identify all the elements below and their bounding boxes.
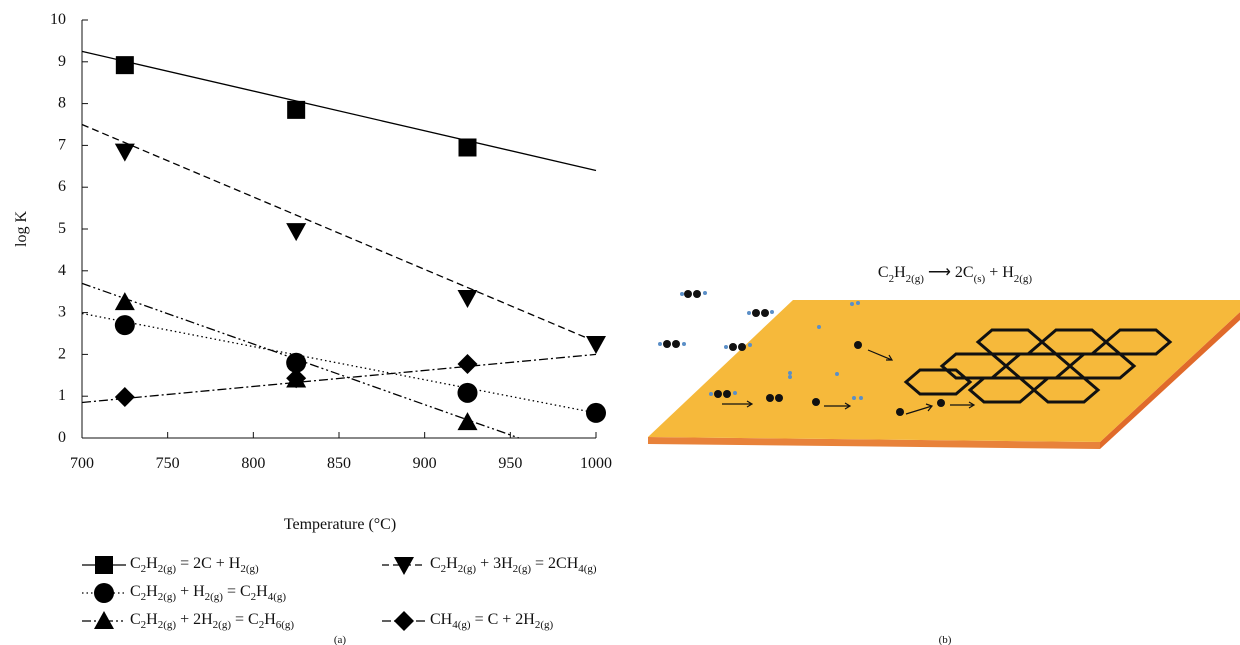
y-tick-label: 7 [58, 136, 66, 153]
marker [115, 144, 135, 162]
caption: (a) [334, 634, 347, 645]
legend-item: C2H2(g) + H2(g) = C2H4(g) [80, 581, 320, 608]
y-tick-label: 10 [50, 11, 66, 28]
legend-label: C2H2(g) + 2H2(g) = C2H6(g) [130, 609, 320, 636]
x-tick-label: 950 [498, 455, 522, 472]
marker [586, 336, 606, 354]
y-tick-label: 5 [58, 220, 66, 237]
marker [394, 611, 414, 631]
y-tick-label: 1 [58, 387, 66, 404]
marker [287, 101, 305, 119]
page: {"chart_data": {"type": "line", "xlabel"… [0, 0, 1240, 645]
y-tick-label: 8 [58, 94, 66, 111]
figure: C2H2(g) ⟶ 2C(s) + H2(g) (b) Temperature … [0, 0, 1240, 645]
legend-label: C2H2(g) + H2(g) = C2H4(g) [130, 581, 320, 608]
x-tick-label: 750 [156, 455, 180, 472]
marker [94, 611, 114, 629]
x-axis-label: Temperature (°C) [284, 516, 396, 533]
x-tick-label: 800 [241, 455, 265, 472]
marker [458, 290, 478, 308]
x-tick-label: 900 [413, 455, 437, 472]
x-tick-label: 700 [70, 455, 94, 472]
legend-item: C2H2(g) + 3H2(g) = 2CH4(g) [380, 553, 620, 580]
legend-swatch [80, 553, 130, 577]
caption: (b) [939, 634, 952, 645]
y-tick-label: 2 [58, 345, 66, 362]
legend-label: CH4(g) = C + 2H2(g) [430, 609, 620, 636]
marker [94, 583, 114, 603]
marker [394, 557, 414, 575]
legend-label: C2H2(g) = 2C + H2(g) [130, 553, 320, 580]
marker [458, 354, 478, 374]
reaction-equation: C2H2(g) ⟶ 2C(s) + H2(g) [878, 264, 1033, 285]
marker [286, 223, 306, 241]
marker [586, 403, 606, 423]
marker [115, 387, 135, 407]
legend-item: CH4(g) = C + 2H2(g) [380, 609, 620, 636]
legend-swatch [80, 581, 130, 605]
legend-item: C2H2(g) + 2H2(g) = C2H6(g) [80, 609, 320, 636]
legend-swatch [80, 609, 130, 633]
x-tick-label: 1000 [580, 455, 612, 472]
legend-swatch [380, 553, 430, 577]
marker [459, 138, 477, 156]
legend-item: C2H2(g) = 2C + H2(g) [80, 553, 320, 580]
marker [458, 412, 478, 430]
marker [115, 315, 135, 335]
substrate-diagram: C2H2(g) ⟶ 2C(s) + H2(g) (b) [648, 264, 1240, 645]
y-tick-label: 6 [58, 178, 66, 195]
fit-line [82, 313, 596, 412]
marker [116, 56, 134, 74]
y-tick-label: 9 [58, 52, 66, 69]
y-axis-label: log K [13, 211, 30, 247]
y-tick-label: 3 [58, 303, 66, 320]
legend-label: C2H2(g) + 3H2(g) = 2CH4(g) [430, 553, 620, 580]
legend-swatch [380, 609, 430, 633]
y-tick-label: 4 [58, 261, 66, 278]
fit-line [82, 354, 596, 402]
marker [458, 383, 478, 403]
x-tick-label: 850 [327, 455, 351, 472]
y-tick-label: 0 [58, 429, 66, 446]
fit-line [82, 51, 596, 170]
fit-line [82, 125, 596, 342]
marker [95, 556, 113, 574]
